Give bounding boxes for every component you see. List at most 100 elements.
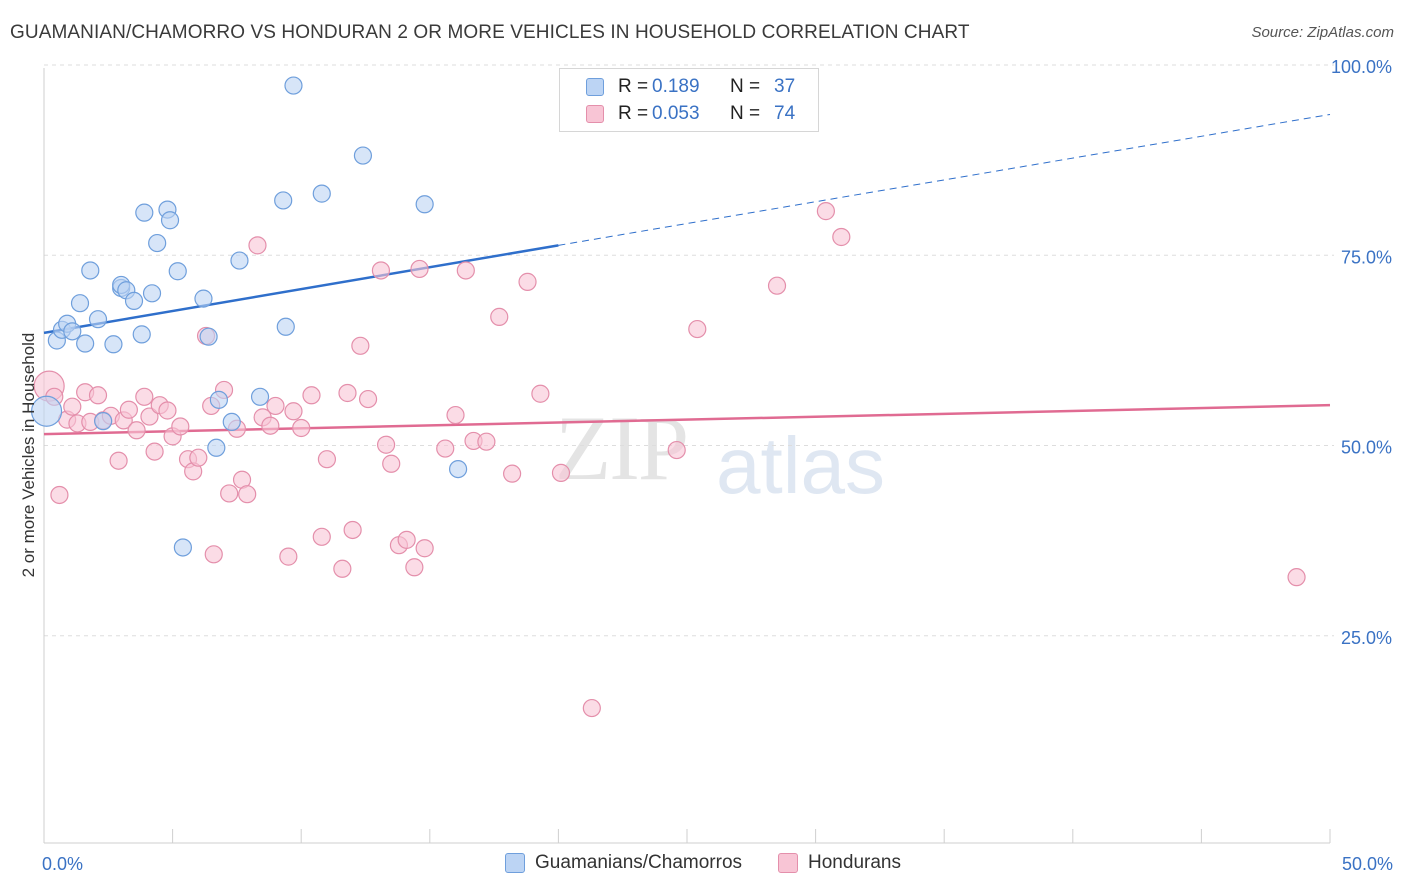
y-tick-label-3: 25.0% (1341, 628, 1392, 648)
legend-swatch-blue (505, 853, 526, 873)
honduran-point-43 (333, 559, 352, 578)
legend-item-guamanians[interactable]: Guamanians/Chamorros (505, 852, 742, 874)
y-tick-label-0: 100.0% (1331, 57, 1392, 77)
correlation-legend: R = 0.189 N = 37 R = 0.053 N = 74 (559, 68, 819, 132)
honduran-point-49 (376, 435, 396, 454)
honduran-point-38 (284, 402, 303, 421)
honduran-point-29 (220, 484, 239, 503)
guamanian-point-18 (148, 233, 167, 253)
honduran-point-72 (1287, 568, 1306, 587)
legend-r-value: 0.189 (652, 76, 700, 97)
legend-n-value: 74 (774, 103, 796, 124)
guamanian-point-0 (30, 395, 63, 427)
honduran-point-14 (127, 421, 146, 440)
guamanian-point-36 (448, 459, 468, 479)
guamanian-point-8 (88, 310, 108, 329)
x-tick-label-0: 0.0% (42, 854, 83, 874)
honduran-point-57 (446, 405, 465, 425)
honduran-point-32 (238, 485, 257, 504)
honduran-point-60 (477, 432, 496, 451)
honduran-point-70 (816, 202, 835, 221)
honduran-point-64 (531, 384, 550, 403)
honduran-point-55 (415, 539, 434, 558)
legend-n-label: N = (730, 76, 761, 97)
honduran-point-62 (503, 464, 522, 483)
guamanian-trend-line (43, 244, 559, 335)
honduran-point-37 (279, 547, 298, 566)
honduran-trend-line (43, 403, 1331, 436)
guamanian-point-29 (250, 387, 270, 406)
honduran-point-45 (343, 520, 362, 540)
source-label: Source: ZipAtlas.com (1251, 24, 1394, 41)
honduran-point-47 (358, 389, 378, 409)
honduran-point-56 (436, 439, 455, 458)
legend-label-guamanians: Guamanians/Chamorros (535, 852, 743, 873)
honduran-point-46 (351, 336, 370, 355)
honduran-point-8 (88, 386, 108, 405)
honduran-point-27 (204, 545, 223, 564)
grid-layer (44, 64, 1334, 637)
honduran-point-17 (145, 442, 164, 461)
guamanian-point-7 (76, 334, 95, 353)
guamanian-point-30 (274, 191, 293, 210)
honduran-point-24 (189, 448, 208, 467)
honduran-point-36 (266, 396, 285, 416)
guamanian-point-27 (222, 412, 241, 432)
guamanian-point-26 (209, 390, 228, 409)
guamanian-point-21 (168, 262, 187, 281)
honduran-point-2 (50, 485, 69, 505)
honduran-point-52 (397, 530, 416, 549)
honduran-point-21 (171, 417, 190, 436)
honduran-point-66 (582, 698, 601, 718)
honduran-point-54 (410, 259, 429, 279)
guamanian-point-28 (230, 251, 249, 270)
legend-r-label: R = (618, 103, 649, 124)
guamanian-point-33 (312, 184, 331, 203)
legend-swatch-blue (586, 78, 604, 96)
guamanian-point-4 (63, 322, 82, 341)
guamanian-point-9 (94, 412, 113, 431)
honduran-point-69 (767, 276, 787, 295)
legend-r-label: R = (618, 76, 649, 97)
y-axis-title: 2 or more Vehicles in Household (19, 332, 38, 578)
legend-swatch-pink (778, 853, 799, 873)
legend-n-value: 37 (774, 76, 796, 97)
legend-label-hondurans: Hondurans (808, 852, 901, 873)
honduran-point-39 (292, 418, 311, 438)
watermark-zip: ZIP (555, 397, 689, 499)
honduran-point-19 (158, 401, 177, 420)
guamanian-point-6 (81, 261, 100, 280)
legend-row-guamanians: R = 0.189 N = 37 (586, 76, 795, 98)
legend-row-hondurans: R = 0.053 N = 74 (586, 103, 795, 125)
guamanian-point-17 (142, 284, 162, 303)
honduran-point-4 (63, 397, 82, 416)
guamanian-trend-extension (558, 113, 1331, 246)
honduran-point-44 (338, 383, 357, 403)
tick-labels: 100.0% 75.0% 50.0% 25.0% 0.0% 50.0% (42, 57, 1393, 874)
y-tick-label-1: 75.0% (1341, 247, 1392, 267)
honduran-point-58 (456, 261, 475, 280)
guamanian-point-32 (284, 76, 303, 95)
guamanian-point-23 (194, 289, 213, 308)
legend-item-hondurans[interactable]: Hondurans (778, 852, 901, 874)
honduran-point-48 (371, 261, 391, 280)
guamanian-point-10 (104, 335, 123, 354)
y-tick-label-2: 50.0% (1341, 438, 1392, 458)
honduran-point-15 (135, 387, 154, 406)
chart-title: GUAMANIAN/CHAMORRO VS HONDURAN 2 OR MORE… (10, 22, 970, 43)
honduran-point-11 (109, 451, 128, 470)
honduran-point-13 (119, 400, 138, 419)
legend-n-label: N = (730, 103, 761, 124)
honduran-point-53 (405, 558, 424, 577)
honduran-point-50 (382, 454, 401, 473)
guamanian-point-35 (415, 195, 434, 214)
x-tick-label-1: 50.0% (1342, 854, 1393, 874)
guamanian-point-5 (70, 294, 90, 313)
guamanians-points (30, 76, 468, 557)
honduran-point-61 (490, 307, 509, 326)
guamanian-point-24 (199, 327, 218, 346)
honduran-point-67 (667, 440, 686, 460)
honduran-point-63 (518, 272, 537, 291)
honduran-point-35 (261, 416, 280, 435)
